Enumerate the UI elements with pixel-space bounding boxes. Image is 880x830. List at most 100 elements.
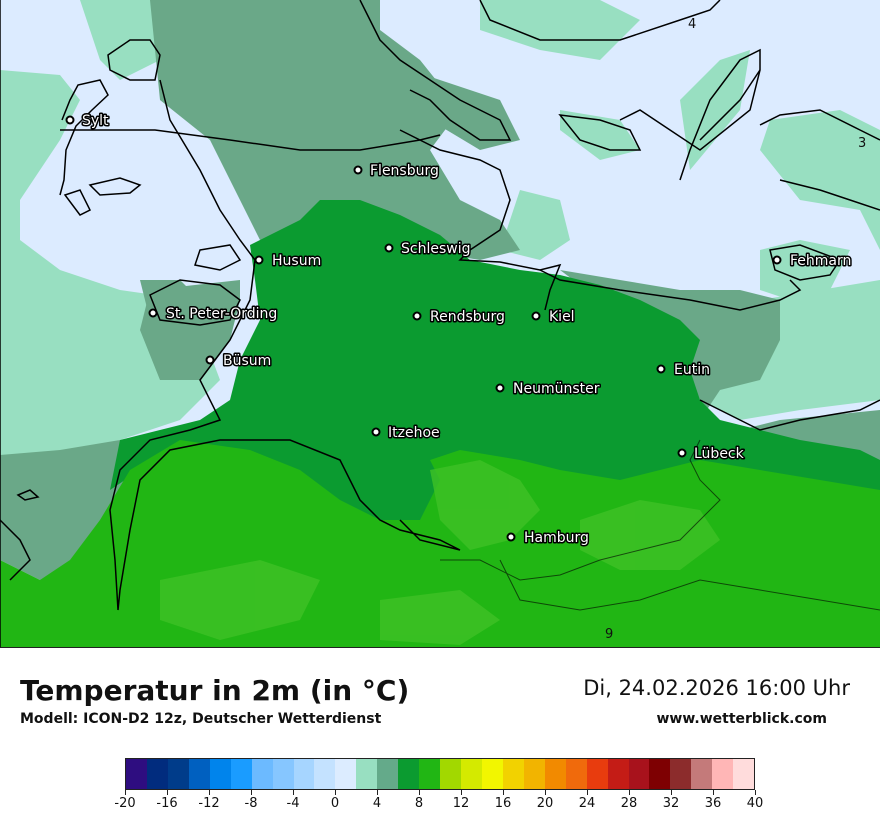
colorbar-tick-label: -20 [114, 796, 136, 811]
colorbar-segment [649, 759, 671, 789]
colorbar-segment [461, 759, 482, 789]
colorbar-segment [377, 759, 399, 789]
city-label: Fehmarn [790, 253, 851, 269]
colorbar-tick-label: 40 [746, 796, 764, 811]
colorbar-segment [544, 759, 566, 789]
colorbar-tick [293, 790, 294, 795]
map-canvas: 4 3 9 Sylt Flensburg Schleswig Husum [0, 0, 880, 647]
city-label: Schleswig [401, 241, 470, 257]
city-label: Kiel [549, 309, 575, 325]
map-footer: Temperatur in 2m (in °C) Modell: ICON-D2… [0, 648, 880, 830]
temperature-band-light-spots [160, 460, 720, 645]
city-fehmarn[interactable]: Fehmarn [772, 252, 853, 271]
website-link[interactable]: www.wetterblick.com [656, 711, 828, 727]
temperature-colorbar [125, 758, 755, 790]
colorbar-segment [419, 759, 441, 789]
city-rendsburg[interactable]: Rendsburg [412, 308, 506, 327]
city-busum[interactable]: Büsum [205, 352, 273, 371]
city-lubeck[interactable]: Lübeck [677, 445, 746, 464]
colorbar-tick [419, 790, 420, 795]
colorbar-segment [272, 759, 294, 789]
model-info: Modell: ICON-D2 12z, Deutscher Wetterdie… [20, 711, 382, 727]
colorbar-segment [523, 759, 545, 789]
colorbar-tick [629, 790, 630, 795]
colorbar-tick-label: 8 [414, 796, 424, 811]
city-kiel[interactable]: Kiel [531, 308, 576, 327]
colorbar-tick-label: 32 [662, 796, 680, 811]
colorbar-segment [188, 759, 210, 789]
city-flensburg[interactable]: Flensburg [353, 162, 440, 181]
city-itzehoe[interactable]: Itzehoe [371, 424, 441, 443]
colorbar-tick [755, 790, 756, 795]
temperature-map[interactable]: 4 3 9 Sylt Flensburg Schleswig Husum [0, 0, 880, 648]
city-markers: Sylt Flensburg Schleswig Husum St. Peter… [65, 112, 853, 548]
colorbar-segment [314, 759, 336, 789]
coastlines [0, 0, 880, 647]
colorbar-segment [251, 759, 273, 789]
colorbar-tick [587, 790, 588, 795]
colorbar-tick-label: -12 [198, 796, 220, 811]
colorbar-segment [209, 759, 231, 789]
city-label: Flensburg [370, 163, 439, 179]
city-label: Eutin [674, 362, 710, 378]
colorbar-tick [125, 790, 126, 795]
colorbar-segment [440, 759, 461, 789]
colorbar-segment [146, 759, 168, 789]
colorbar-tick-label: 36 [704, 796, 722, 811]
colorbar-tick-label: 12 [452, 796, 470, 811]
city-label: Büsum [223, 353, 271, 369]
value-label: 3 [858, 136, 866, 151]
colorbar-tick-label: 0 [330, 796, 340, 811]
state-borders [440, 439, 880, 611]
colorbar-segment [628, 759, 650, 789]
city-husum[interactable]: Husum [254, 252, 323, 271]
colorbar-segment [481, 759, 503, 789]
colorbar-segment [230, 759, 252, 789]
city-hamburg[interactable]: Hamburg [506, 529, 590, 548]
colorbar-tick [713, 790, 714, 795]
value-label: 4 [688, 17, 696, 32]
colorbar-tick [377, 790, 378, 795]
city-label: Neumünster [513, 381, 600, 397]
city-eutin[interactable]: Eutin [656, 361, 711, 380]
city-schleswig[interactable]: Schleswig [384, 240, 472, 259]
colorbar-tick [503, 790, 504, 795]
colorbar-segment [586, 759, 608, 789]
colorbar-tick [167, 790, 168, 795]
colorbar-segment [356, 759, 378, 789]
colorbar-tick-label: -4 [286, 796, 300, 811]
colorbar-segment [502, 759, 524, 789]
colorbar-tick-label: 20 [536, 796, 554, 811]
colorbar-segment [712, 759, 734, 789]
city-label: Husum [272, 253, 321, 269]
colorbar-tick-label: 28 [620, 796, 638, 811]
colorbar-tick [251, 790, 252, 795]
city-sylt[interactable]: Sylt [65, 112, 111, 131]
colorbar-segment [126, 759, 147, 789]
colorbar-tick [461, 790, 462, 795]
colorbar-tick-label: 4 [372, 796, 382, 811]
colorbar-segment [398, 759, 420, 789]
colorbar-segment [335, 759, 357, 789]
colorbar-tick [335, 790, 336, 795]
colorbar-tick-label: -16 [156, 796, 178, 811]
value-label: 9 [605, 627, 613, 642]
colorbar-segment [733, 759, 755, 789]
colorbar-tick [209, 790, 210, 795]
colorbar-tick-label: 16 [494, 796, 512, 811]
colorbar-tick [545, 790, 546, 795]
colorbar-ticks: -20 -16 -12 -8 -4 0 4 8 12 16 20 24 28 32 36 40 [114, 790, 763, 820]
city-label: St. Peter-Ording [166, 306, 277, 322]
colorbar-tick [671, 790, 672, 795]
city-st-peter-ording[interactable]: St. Peter-Ording [148, 305, 279, 324]
colorbar-segment [670, 759, 692, 789]
colorbar-segment [607, 759, 629, 789]
city-label: Sylt [82, 113, 109, 129]
colorbar-tick-label: 24 [578, 796, 596, 811]
forecast-datetime: Di, 24.02.2026 16:00 Uhr [583, 676, 850, 700]
city-neumunster[interactable]: Neumünster [495, 380, 601, 399]
colorbar-segment [293, 759, 315, 789]
city-label: Rendsburg [430, 309, 505, 325]
city-label: Hamburg [524, 530, 589, 546]
colorbar-segment [167, 759, 189, 789]
